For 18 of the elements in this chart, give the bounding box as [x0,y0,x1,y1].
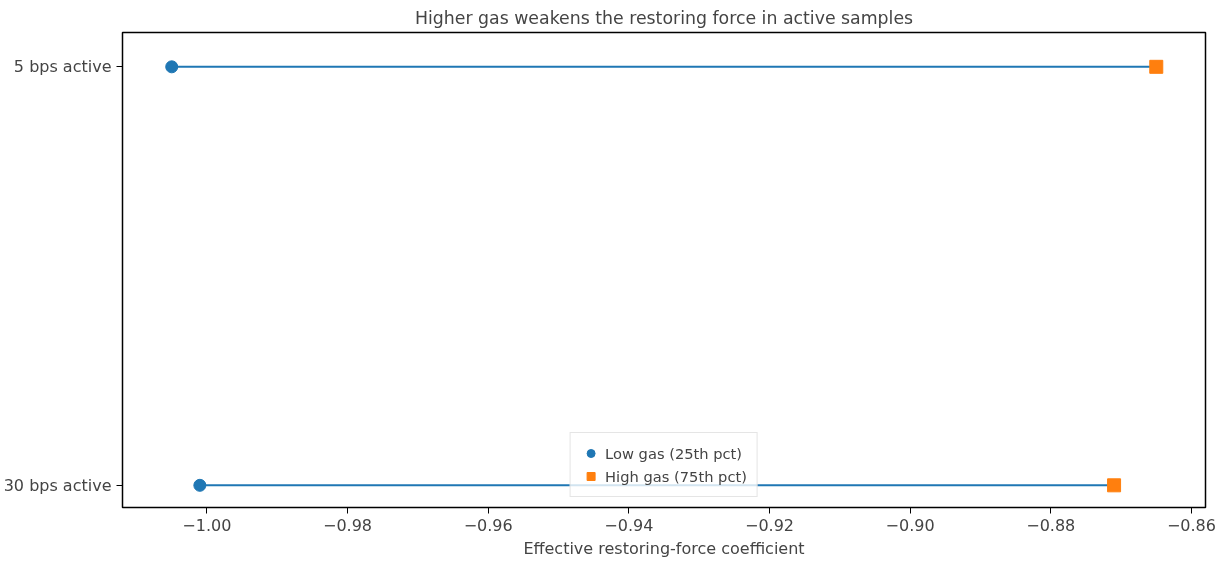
legend-label: High gas (75th pct) [605,467,747,485]
legend-label: Low gas (25th pct) [605,444,743,462]
x-tick-label: −0.96 [463,515,513,535]
y-tick-label: 30 bps active [3,475,112,495]
x-tick-label: −0.86 [1166,515,1216,535]
x-tick-label: −1.00 [182,515,232,535]
x-tick-label: −0.92 [744,515,794,535]
x-tick-label: −0.98 [323,515,373,535]
y-tick-label: 5 bps active [13,57,112,77]
point [1107,478,1122,493]
point [1149,59,1164,74]
point [165,60,179,74]
x-axis-title: Effective restoring-force coefficient [523,538,805,558]
x-tick-label: −0.88 [1026,515,1076,535]
point [193,478,207,492]
chart-title: Higher gas weakens the restoring force in active samples [414,7,914,28]
x-tick-label: −0.90 [885,515,935,535]
x-tick-label: −0.94 [604,515,654,535]
